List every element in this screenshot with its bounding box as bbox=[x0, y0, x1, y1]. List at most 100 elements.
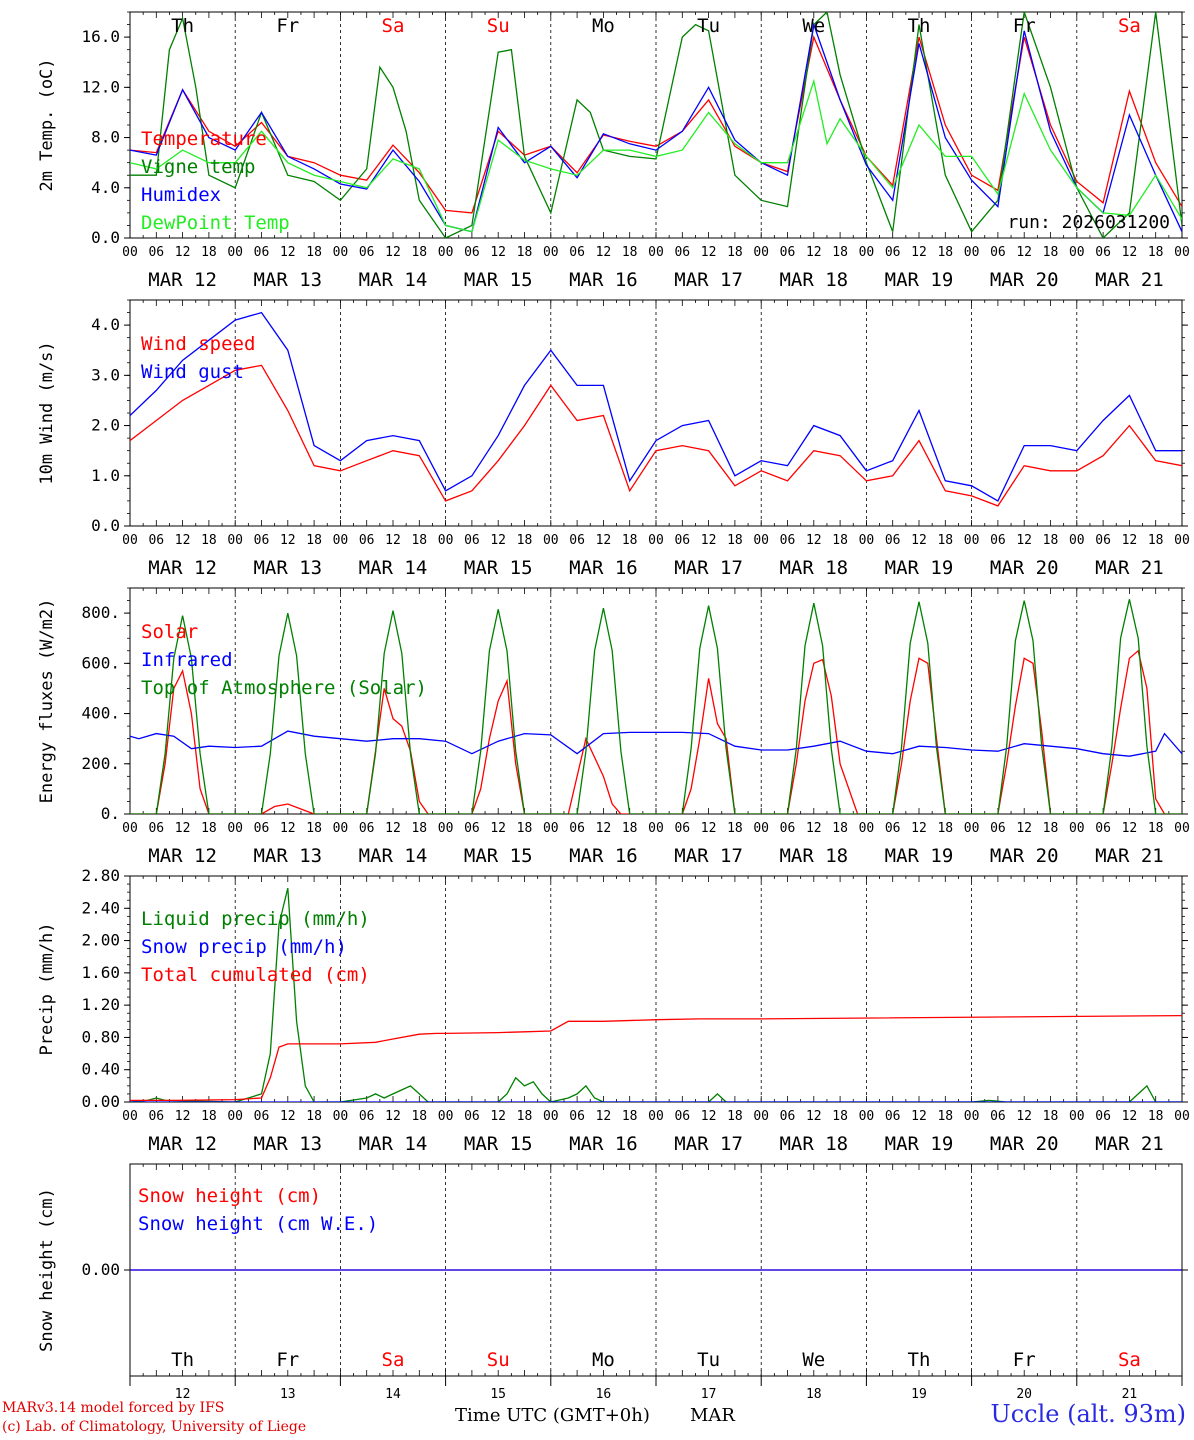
date-label: MAR 20 bbox=[990, 557, 1059, 579]
series-solar bbox=[130, 649, 1182, 814]
y-tick-label: 1.60 bbox=[81, 963, 120, 982]
hour-label: 18 bbox=[622, 1109, 638, 1124]
hour-label: 00 bbox=[438, 245, 454, 260]
hour-label: 12 bbox=[596, 821, 612, 836]
hour-label: 18 bbox=[201, 245, 217, 260]
date-label: MAR 18 bbox=[779, 557, 848, 579]
hour-label: 12 bbox=[385, 245, 401, 260]
day-label: Fr bbox=[1013, 15, 1036, 37]
hour-label: 18 bbox=[1043, 1109, 1059, 1124]
hour-label: 18 bbox=[937, 245, 953, 260]
legend-entry: Solar bbox=[141, 621, 198, 643]
date-label: MAR 21 bbox=[1095, 557, 1164, 579]
hour-label: 18 bbox=[937, 533, 953, 548]
hour-label: 12 bbox=[1122, 1109, 1138, 1124]
hour-label: 18 bbox=[622, 821, 638, 836]
hour-label: 00 bbox=[753, 1109, 769, 1124]
hour-label: 18 bbox=[622, 245, 638, 260]
day-number: 19 bbox=[911, 1387, 927, 1402]
hour-label: 18 bbox=[201, 1109, 217, 1124]
hour-label: 00 bbox=[1069, 1109, 1085, 1124]
hour-label: 00 bbox=[227, 1109, 243, 1124]
hour-label: 18 bbox=[832, 821, 848, 836]
day-number: 12 bbox=[175, 1387, 191, 1402]
hour-label: 00 bbox=[1069, 533, 1085, 548]
y-tick-label: 1.20 bbox=[81, 995, 120, 1014]
hour-label: 00 bbox=[753, 821, 769, 836]
date-label: MAR 14 bbox=[359, 1133, 428, 1155]
panel-3: 0. 200. 400. 600. 800. Energy fluxes (W/m2) So… bbox=[37, 587, 1190, 867]
hour-label: 18 bbox=[517, 245, 533, 260]
y-tick-label: 600. bbox=[81, 653, 120, 672]
hour-label: 12 bbox=[280, 245, 296, 260]
date-label: MAR 14 bbox=[359, 557, 428, 579]
hour-label: 06 bbox=[148, 533, 164, 548]
hour-label: 12 bbox=[1122, 533, 1138, 548]
legend-entry: Wind speed bbox=[141, 333, 255, 355]
y-tick-label: 200. bbox=[81, 754, 120, 773]
legend-entry: Temperature bbox=[141, 128, 267, 150]
hour-label: 00 bbox=[1069, 245, 1085, 260]
y-tick-label: 12.0 bbox=[81, 77, 120, 96]
hour-label: 00 bbox=[648, 245, 664, 260]
hour-label: 06 bbox=[148, 245, 164, 260]
date-label: MAR 13 bbox=[253, 1133, 322, 1155]
hour-label: 12 bbox=[280, 1109, 296, 1124]
hour-label: 12 bbox=[175, 245, 191, 260]
hour-label: 06 bbox=[674, 245, 690, 260]
day-label: Sa bbox=[1118, 15, 1141, 37]
hour-label: 06 bbox=[254, 821, 270, 836]
hour-label: 06 bbox=[780, 1109, 796, 1124]
hour-label: 12 bbox=[490, 1109, 506, 1124]
hour-label: 12 bbox=[280, 821, 296, 836]
hour-label: 06 bbox=[569, 821, 585, 836]
hour-label: 18 bbox=[411, 1109, 427, 1124]
date-label: MAR 16 bbox=[569, 557, 638, 579]
hour-label: 12 bbox=[1016, 533, 1032, 548]
day-label: Fr bbox=[276, 15, 299, 37]
y-tick-label: 8.0 bbox=[91, 128, 120, 147]
hour-label: 00 bbox=[859, 245, 875, 260]
hour-label: 12 bbox=[701, 533, 717, 548]
hour-label: 06 bbox=[148, 821, 164, 836]
hour-label: 18 bbox=[727, 533, 743, 548]
day-label: Fr bbox=[276, 1349, 299, 1371]
y-tick-label: 0.80 bbox=[81, 1027, 120, 1046]
date-label: MAR 18 bbox=[779, 845, 848, 867]
hour-label: 00 bbox=[1174, 533, 1190, 548]
date-label: MAR 15 bbox=[464, 845, 533, 867]
hour-label: 06 bbox=[1095, 245, 1111, 260]
day-label: Su bbox=[487, 15, 510, 37]
y-axis-label: 2m Temp. (oC) bbox=[37, 58, 57, 191]
panel-2: 0.0 1.0 2.0 3.0 4.0 10m Wind (m/s) Wind speed W… bbox=[37, 299, 1190, 579]
day-number: 18 bbox=[806, 1387, 822, 1402]
date-label: MAR 20 bbox=[990, 1133, 1059, 1155]
hour-label: 00 bbox=[964, 533, 980, 548]
hour-label: 00 bbox=[122, 1109, 138, 1124]
hour-label: 12 bbox=[1016, 1109, 1032, 1124]
hour-label: 12 bbox=[596, 1109, 612, 1124]
hour-label: 12 bbox=[701, 821, 717, 836]
hour-label: 06 bbox=[780, 821, 796, 836]
model-credit: MARv3.14 model forced by IFS bbox=[2, 1400, 225, 1416]
hour-label: 06 bbox=[780, 533, 796, 548]
y-tick-label: 3.0 bbox=[91, 365, 120, 384]
day-label: Tu bbox=[697, 1349, 720, 1371]
hour-label: 18 bbox=[201, 821, 217, 836]
date-label: MAR 13 bbox=[253, 269, 322, 291]
day-label: We bbox=[802, 15, 825, 37]
day-label: Sa bbox=[382, 1349, 405, 1371]
series-total-cumulated-cm bbox=[130, 1014, 1182, 1102]
legend-entry: Humidex bbox=[141, 184, 221, 206]
hour-label: 06 bbox=[885, 1109, 901, 1124]
legend-entry: Snow height (cm W.E.) bbox=[138, 1213, 378, 1235]
hour-label: 06 bbox=[885, 821, 901, 836]
hour-label: 12 bbox=[806, 533, 822, 548]
hour-label: 00 bbox=[122, 533, 138, 548]
legend-entry: DewPoint Temp bbox=[141, 212, 290, 234]
y-tick-label: 0.40 bbox=[81, 1060, 120, 1079]
y-tick-label: 4.0 bbox=[91, 178, 120, 197]
day-number: 20 bbox=[1016, 1387, 1032, 1402]
y-tick-label: 0.0 bbox=[91, 228, 120, 247]
day-label: Sa bbox=[1118, 1349, 1141, 1371]
